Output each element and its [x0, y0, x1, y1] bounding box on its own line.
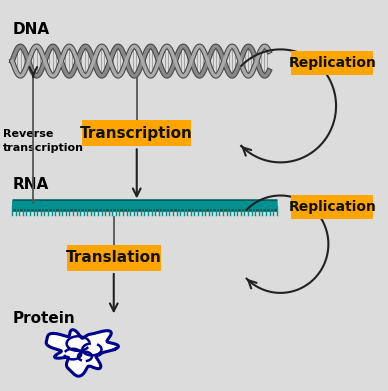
Text: Protein: Protein [12, 311, 75, 326]
Text: Transcription: Transcription [80, 126, 193, 141]
FancyBboxPatch shape [291, 195, 373, 219]
FancyBboxPatch shape [82, 120, 191, 146]
Polygon shape [46, 330, 118, 376]
FancyBboxPatch shape [67, 245, 161, 271]
FancyBboxPatch shape [291, 51, 373, 75]
Text: RNA: RNA [12, 177, 48, 192]
Text: Replication: Replication [288, 200, 376, 214]
Text: Reverse
transcription: Reverse transcription [3, 129, 83, 152]
Text: Replication: Replication [288, 56, 376, 70]
Text: Translation: Translation [66, 250, 162, 265]
Text: DNA: DNA [12, 22, 49, 36]
